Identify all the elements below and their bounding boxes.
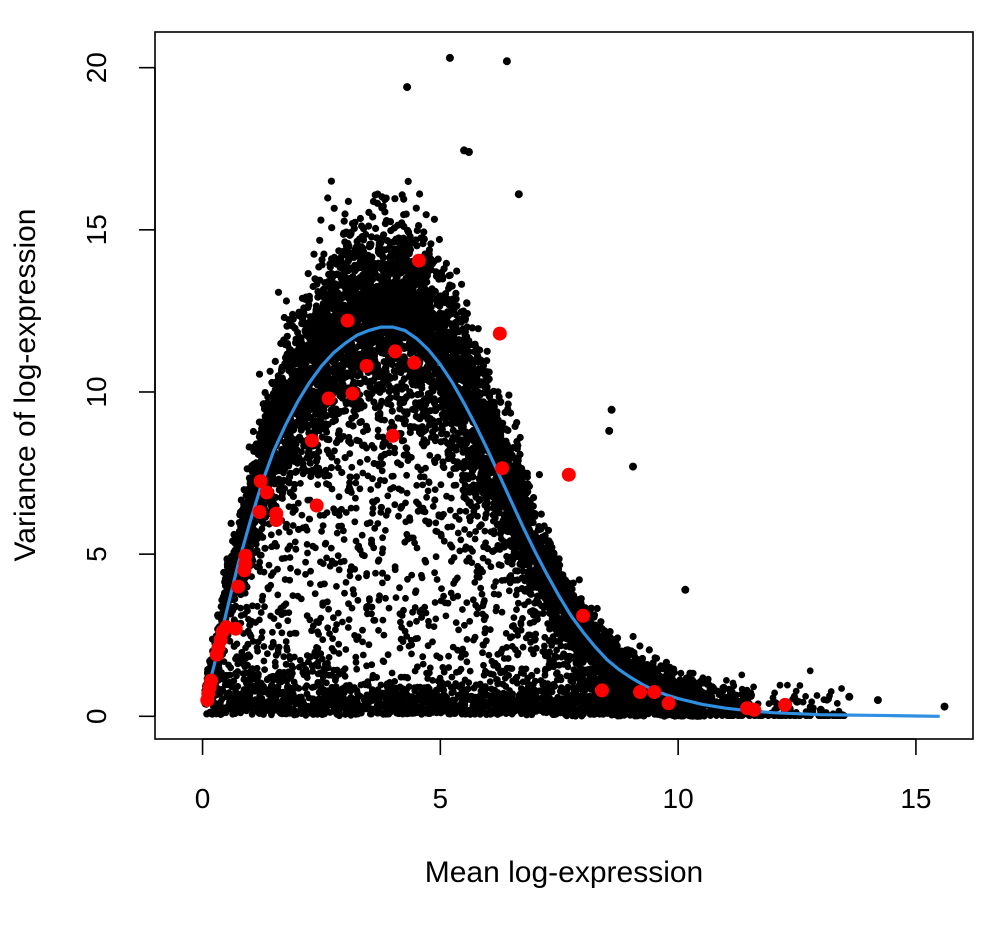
- gene-point: [461, 489, 469, 497]
- gene-point: [438, 429, 446, 437]
- gene-point: [564, 579, 573, 587]
- gene-point: [318, 433, 326, 441]
- gene-point: [400, 375, 408, 383]
- gene-point: [447, 403, 455, 411]
- gene-point: [335, 427, 343, 435]
- gene-point: [407, 390, 415, 398]
- gene-point: [396, 395, 404, 403]
- gene-point: [356, 214, 364, 223]
- gene-point: [544, 526, 553, 534]
- gene-point: [462, 430, 470, 438]
- gene-point: [374, 432, 382, 441]
- gene-point: [662, 658, 671, 666]
- gene-point: [550, 549, 558, 557]
- gene-point: [545, 537, 553, 545]
- gene-point: [327, 464, 335, 472]
- gene-point: [575, 576, 583, 584]
- gene-point: [414, 391, 422, 399]
- gene-point: [323, 446, 331, 454]
- gene-point: [441, 437, 449, 445]
- gene-point: [269, 499, 277, 507]
- gene-point: [609, 647, 617, 655]
- gene-point: [438, 379, 446, 387]
- gene-point: [339, 381, 347, 389]
- gene-point: [394, 414, 402, 422]
- gene-point: [313, 380, 322, 388]
- gene-point: [555, 555, 563, 563]
- gene-point: [280, 476, 288, 484]
- gene-point: [359, 340, 367, 349]
- gene-point: [365, 222, 373, 230]
- gene-point: [454, 429, 462, 437]
- gene-point: [348, 364, 357, 373]
- gene-point: [272, 493, 280, 502]
- gene-point: [431, 496, 439, 504]
- gene-point: [304, 270, 312, 278]
- gene-point: [442, 419, 450, 427]
- gene-point: [627, 647, 636, 655]
- gene-point: [401, 395, 409, 403]
- gene-point: [593, 604, 601, 613]
- gene-point: [313, 280, 321, 288]
- gene-point: [358, 222, 366, 230]
- gene-point: [590, 611, 599, 619]
- gene-point: [261, 544, 269, 552]
- gene-point: [348, 414, 356, 422]
- gene-point: [645, 646, 653, 654]
- gene-point: [420, 436, 428, 444]
- gene-point: [341, 454, 349, 462]
- gene-point: [388, 407, 396, 415]
- gene-point: [629, 632, 637, 641]
- gene-point: [567, 595, 575, 604]
- gene-point: [689, 669, 697, 677]
- gene-point: [534, 526, 542, 534]
- gene-point: [614, 634, 622, 642]
- gene-point: [532, 533, 541, 541]
- gene-point: [423, 397, 431, 405]
- gene-point: [311, 388, 320, 396]
- gene-point: [423, 356, 432, 364]
- gene-point: [243, 583, 251, 591]
- gene-point: [325, 436, 333, 444]
- gene-point: [472, 462, 480, 471]
- gene-point: [387, 227, 395, 235]
- gene-point: [434, 453, 442, 461]
- gene-point: [292, 467, 300, 475]
- gene-point: [422, 211, 430, 219]
- gene-point: [537, 510, 545, 518]
- gene-point: [337, 351, 345, 360]
- gene-point: [430, 395, 438, 403]
- gene-point: [636, 642, 644, 650]
- gene-point: [446, 471, 454, 479]
- gene-point: [391, 195, 399, 203]
- gene-point: [577, 595, 585, 603]
- gene-point: [535, 471, 544, 479]
- gene-point: [539, 609, 547, 618]
